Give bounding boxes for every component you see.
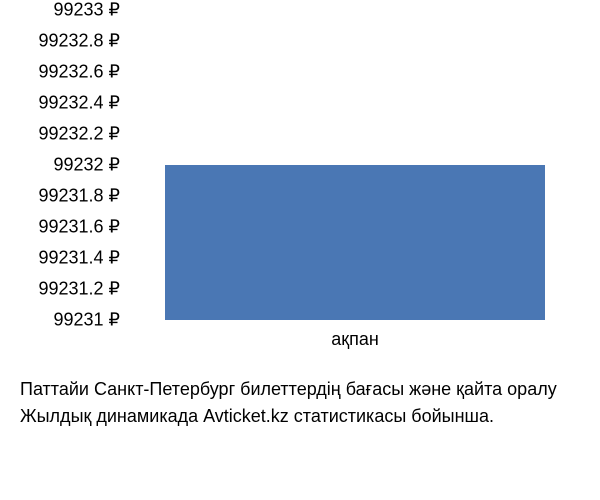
y-tick: 99231 ₽ — [0, 310, 120, 331]
x-axis-label: ақпан — [331, 329, 379, 350]
caption-line-1: Паттайи Санкт-Петербург билеттердің баға… — [20, 376, 580, 403]
y-tick: 99231.4 ₽ — [0, 248, 120, 269]
y-tick: 99232.8 ₽ — [0, 31, 120, 52]
y-tick: 99233 ₽ — [0, 0, 120, 21]
chart-container: 99233 ₽ 99232.8 ₽ 99232.6 ₽ 99232.4 ₽ 99… — [0, 10, 600, 350]
y-tick: 99232 ₽ — [0, 155, 120, 176]
chart-caption: Паттайи Санкт-Петербург билеттердің баға… — [20, 376, 580, 430]
y-tick: 99231.8 ₽ — [0, 186, 120, 207]
y-axis: 99233 ₽ 99232.8 ₽ 99232.6 ₽ 99232.4 ₽ 99… — [0, 10, 125, 320]
plot-area: ақпан — [135, 10, 575, 320]
y-tick: 99232.2 ₽ — [0, 124, 120, 145]
y-tick: 99231.2 ₽ — [0, 279, 120, 300]
y-tick: 99232.4 ₽ — [0, 93, 120, 114]
bar — [165, 165, 545, 320]
y-tick: 99231.6 ₽ — [0, 217, 120, 238]
caption-line-2: Жылдық динамикада Avticket.kz статистика… — [20, 403, 580, 430]
y-tick: 99232.6 ₽ — [0, 62, 120, 83]
